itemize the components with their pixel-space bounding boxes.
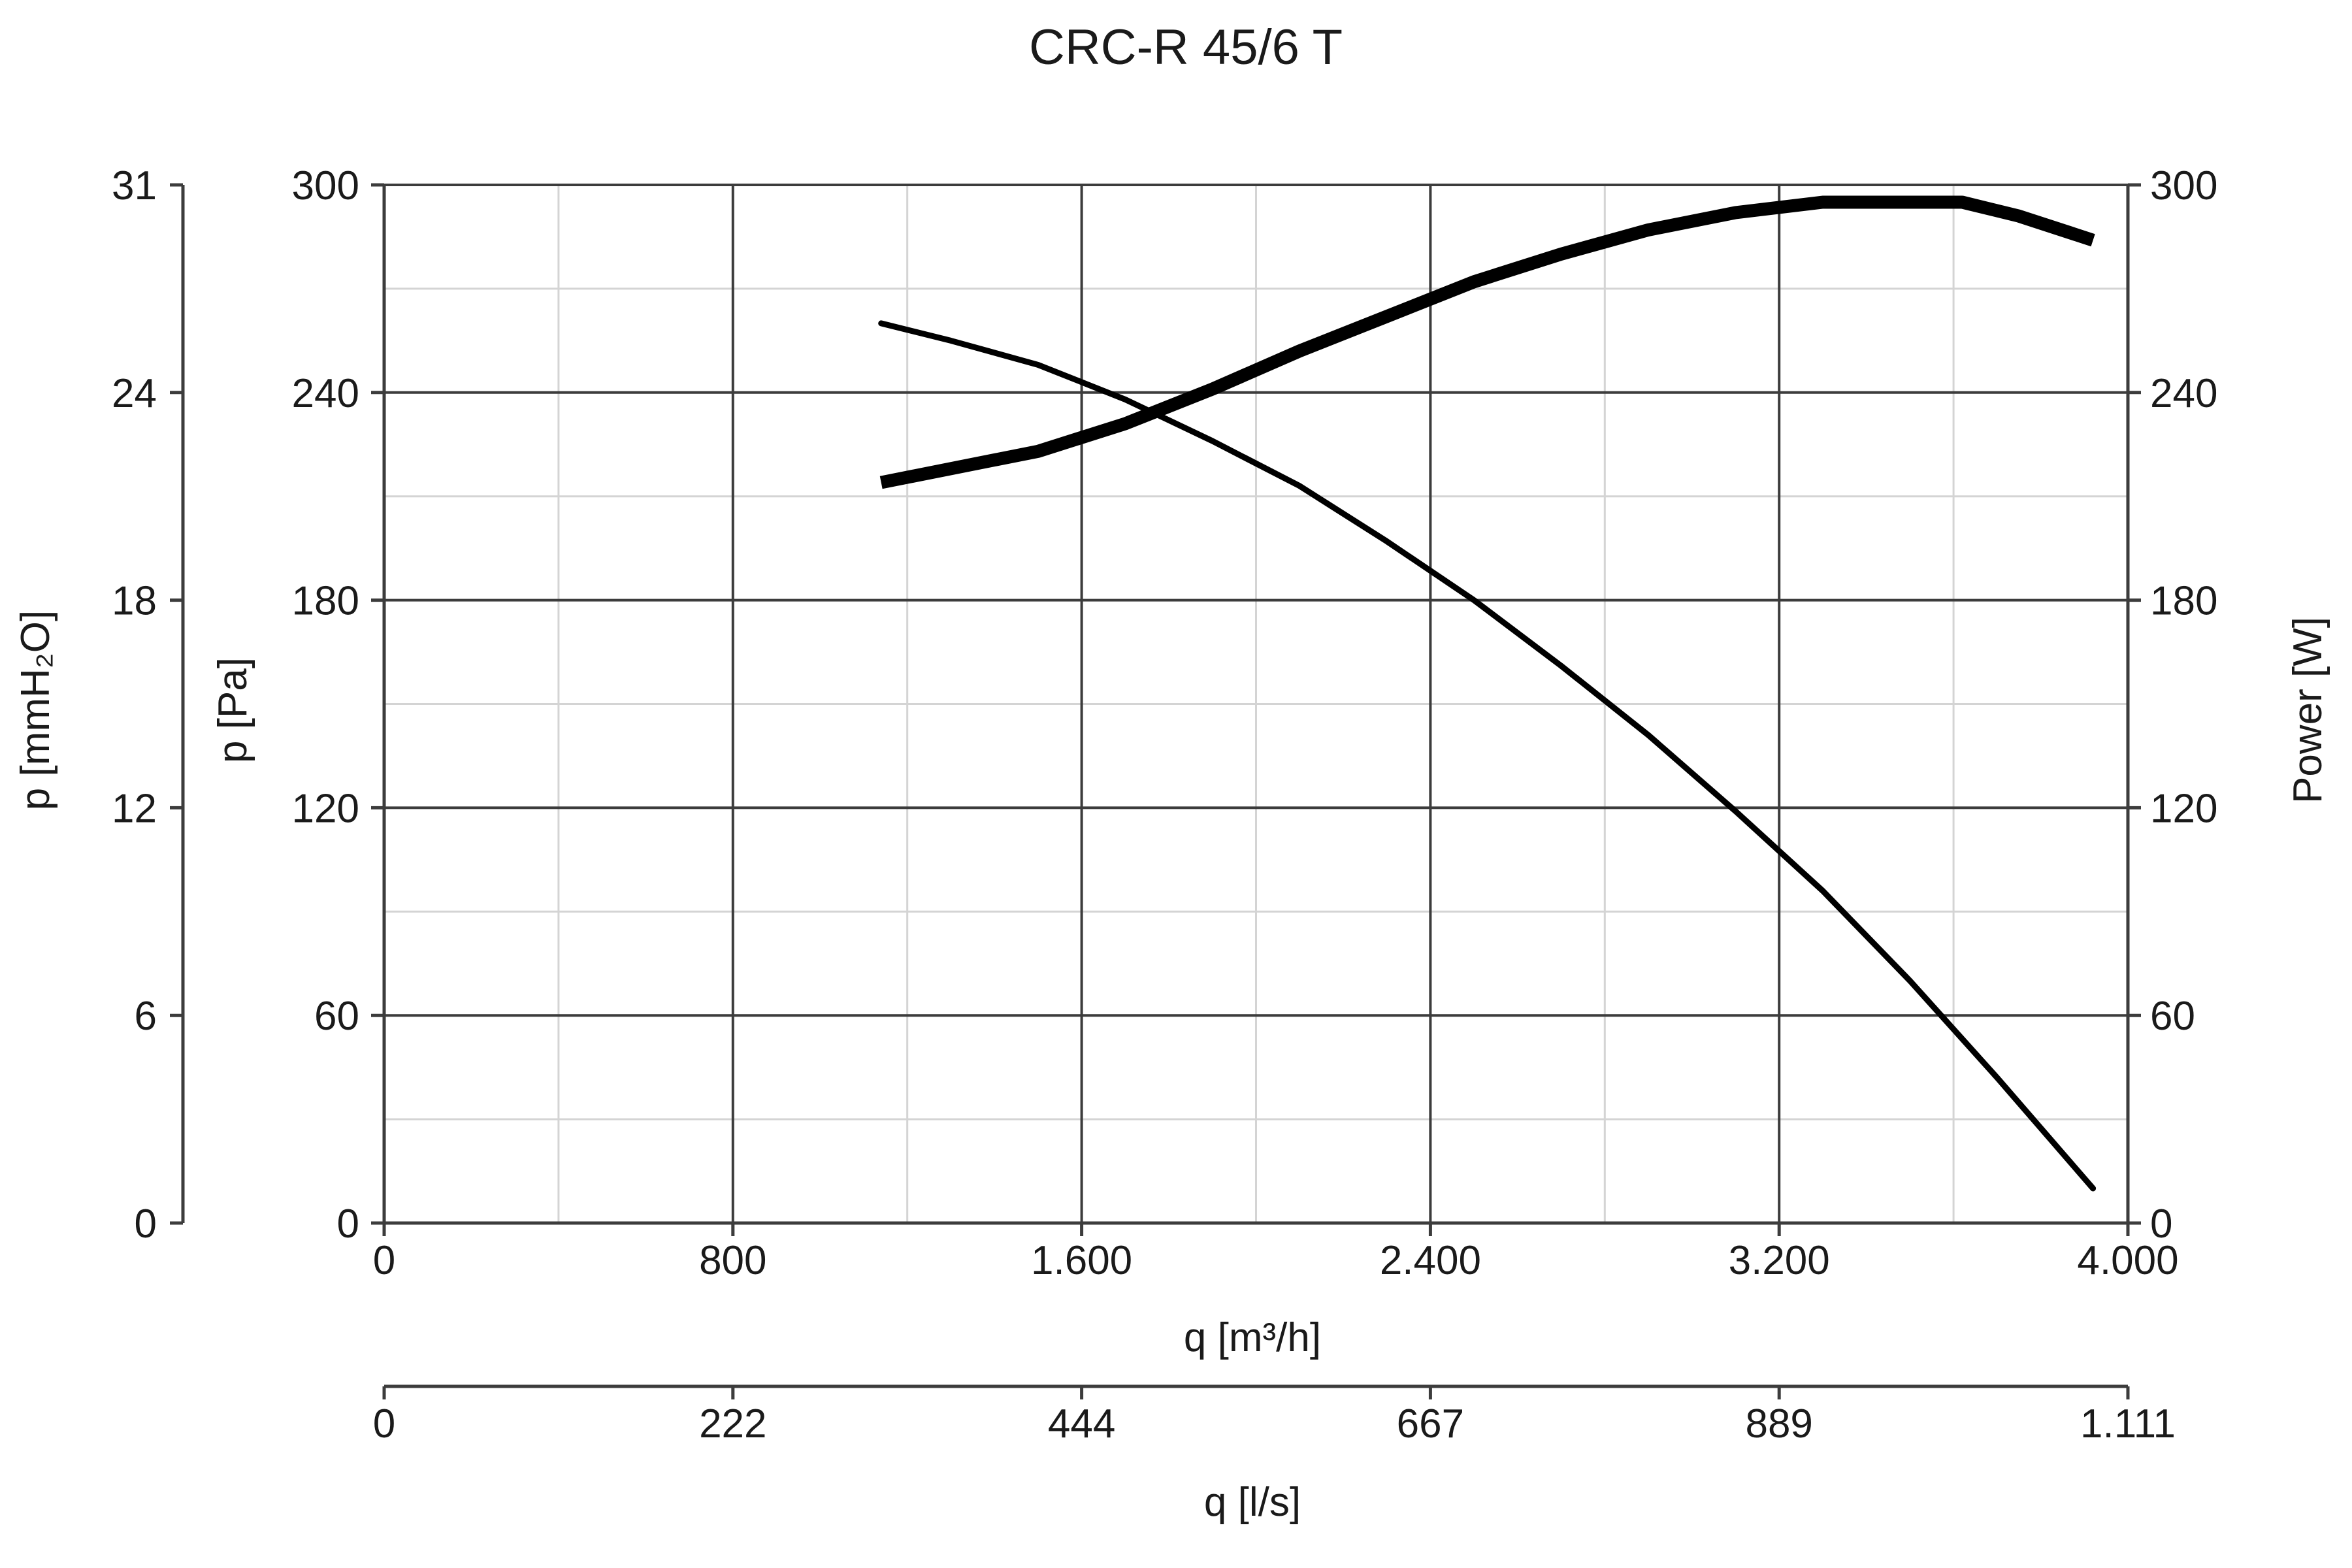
y-tick-label: 60 bbox=[314, 994, 359, 1039]
y-right-tick-label: 60 bbox=[2150, 994, 2195, 1039]
y-axis-label: p [Pa] bbox=[210, 657, 255, 763]
y-right-axis-label: Power [W] bbox=[2285, 617, 2330, 804]
x2-tick-label: 444 bbox=[1048, 1401, 1115, 1446]
x2-tick-label: 1.111 bbox=[2080, 1401, 2176, 1446]
x-tick-label: 0 bbox=[373, 1238, 395, 1283]
x2-tick-label: 0 bbox=[373, 1401, 395, 1446]
y-outer-tick-label: 18 bbox=[112, 579, 157, 624]
x2-tick-label: 222 bbox=[699, 1401, 766, 1446]
x-tick-label: 4.000 bbox=[2077, 1238, 2178, 1283]
x2-axis-label: q [l/s] bbox=[1204, 1480, 1301, 1525]
y-tick-label: 0 bbox=[337, 1201, 359, 1247]
x-tick-label: 3.200 bbox=[1729, 1238, 1830, 1283]
power-curve bbox=[879, 195, 2095, 489]
y-right-tick-label: 120 bbox=[2150, 786, 2217, 831]
y-right-tick-label: 300 bbox=[2150, 163, 2217, 208]
x2-tick-label: 667 bbox=[1397, 1401, 1464, 1446]
y-outer-axis-label: p [mmH₂O] bbox=[13, 610, 58, 811]
curves bbox=[878, 195, 2097, 1192]
grid bbox=[383, 184, 2129, 1224]
y-tick-label: 120 bbox=[292, 786, 359, 831]
x-tick-label: 1.600 bbox=[1031, 1238, 1132, 1283]
y-right-tick-label: 240 bbox=[2150, 371, 2217, 416]
y-tick-label: 240 bbox=[292, 371, 359, 416]
y-tick-label: 300 bbox=[292, 163, 359, 208]
y-outer-tick-label: 31 bbox=[112, 163, 157, 208]
chart-title: CRC-R 45/6 T bbox=[1029, 20, 1343, 75]
y-outer-tick-label: 12 bbox=[112, 786, 157, 831]
x-tick-label: 2.400 bbox=[1380, 1238, 1481, 1283]
axes bbox=[170, 183, 2141, 1399]
y-right-tick-label: 180 bbox=[2150, 579, 2217, 624]
y-tick-label: 180 bbox=[292, 579, 359, 624]
x-axis-label: q [m³/h] bbox=[1184, 1315, 1321, 1360]
x-tick-label: 800 bbox=[699, 1238, 766, 1283]
y-outer-tick-label: 24 bbox=[112, 371, 157, 416]
y-outer-tick-label: 6 bbox=[135, 994, 157, 1039]
y-right-tick-label: 0 bbox=[2150, 1201, 2172, 1247]
x2-tick-label: 889 bbox=[1745, 1401, 1812, 1446]
y-outer-tick-label: 0 bbox=[135, 1201, 157, 1247]
pressure-curve bbox=[878, 320, 2097, 1192]
